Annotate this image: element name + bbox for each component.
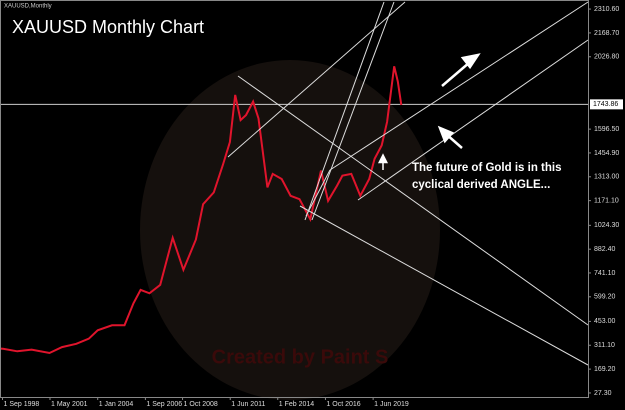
x-tick-label: 1 Sep 1998 xyxy=(4,401,40,408)
x-tick-label: 1 Sep 2006 xyxy=(146,401,182,408)
trend-line xyxy=(304,1,385,221)
arrow xyxy=(441,61,471,87)
trend-line xyxy=(357,39,589,201)
trend-line xyxy=(329,1,589,171)
y-tick-label: 1313.00 xyxy=(594,174,619,181)
trend-lines xyxy=(227,1,589,366)
y-tick-label: 169.20 xyxy=(594,366,616,373)
y-tick-label: 1171.10 xyxy=(594,197,619,204)
arrows xyxy=(377,53,481,170)
annotation-box: The future of Gold is in this cyclical d… xyxy=(412,162,562,191)
y-tick-label: 741.10 xyxy=(594,270,616,277)
x-tick-label: 1 Oct 2016 xyxy=(326,401,360,408)
y-tick-label: 2026.80 xyxy=(594,54,619,61)
trend-line xyxy=(305,169,331,217)
price-line xyxy=(0,66,403,355)
y-tick-label: 2168.70 xyxy=(594,30,619,37)
y-tick-label: 599.20 xyxy=(594,294,616,301)
y-tick-label: 27.30 xyxy=(594,390,612,397)
y-tick-label: 882.40 xyxy=(594,246,616,253)
current-price-label: 1743.86 xyxy=(593,101,618,108)
trend-line xyxy=(299,205,589,366)
trend-line xyxy=(237,75,589,326)
arrow-head xyxy=(437,125,455,144)
chart-title: XAUUSD Monthly Chart xyxy=(12,17,204,37)
y-tick-label: 311.10 xyxy=(594,342,615,349)
x-tick-label: 1 Oct 2008 xyxy=(184,401,218,408)
arrow-head xyxy=(377,153,389,164)
y-tick-label: 1454.90 xyxy=(594,150,619,157)
plot xyxy=(0,66,588,355)
y-tick-label: 1596.50 xyxy=(594,126,619,133)
symbol-label: XAUUSD,Monthly xyxy=(4,4,52,10)
y-tick-label: 1024.30 xyxy=(594,222,619,229)
current-price-box xyxy=(590,99,623,110)
plot-frame xyxy=(0,0,589,398)
x-tick-label: 1 Jan 2004 xyxy=(99,401,134,408)
y-tick-label: 2310.60 xyxy=(594,6,619,13)
trend-line xyxy=(227,1,406,158)
arrow-head xyxy=(460,53,481,70)
watermark-shape xyxy=(140,60,440,400)
trend-line xyxy=(311,1,395,221)
watermark: Created by Paint S xyxy=(212,346,389,368)
x-tick-label: 1 Feb 2014 xyxy=(279,401,315,408)
x-tick-label: 1 Jun 2019 xyxy=(374,401,409,408)
x-tick-label: 1 May 2001 xyxy=(51,401,88,408)
x-tick-label: 1 Jun 2011 xyxy=(231,401,265,408)
annotation: The future of Gold is in this cyclical d… xyxy=(412,162,562,191)
y-tick-label: 453.00 xyxy=(594,318,616,325)
